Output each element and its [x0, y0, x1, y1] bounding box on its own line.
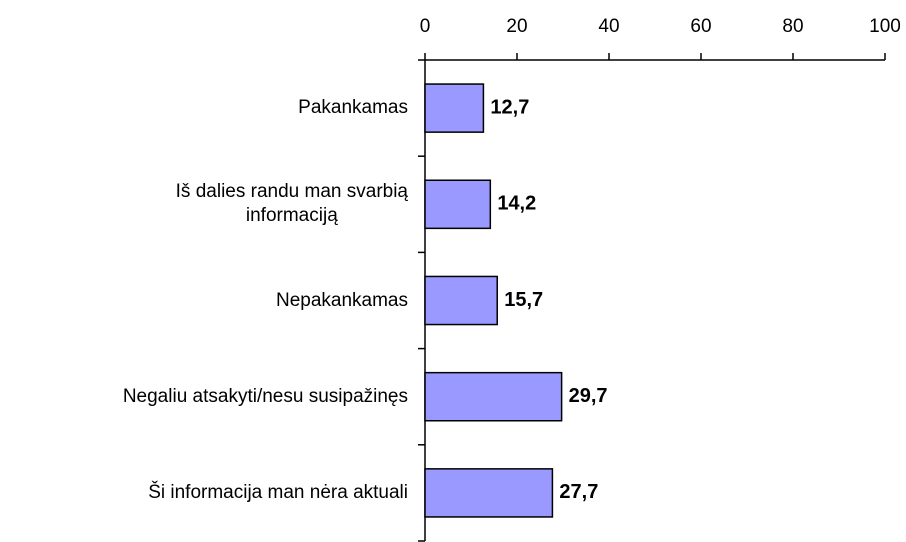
data-label: 27,7: [559, 481, 598, 503]
bar: [424, 83, 485, 133]
y-tick-label: Iš dalies randu man svarbią informaciją: [175, 181, 408, 227]
bar: [424, 179, 492, 230]
y-tick-label: Nepakankamas: [275, 289, 408, 311]
bar: [424, 371, 563, 422]
x-tick-label: 100: [869, 16, 901, 37]
data-label: 14,2: [497, 193, 536, 215]
x-tick-label: 60: [690, 16, 711, 37]
y-tick-label: Negaliu atsakyti/nesu susipažinęs: [122, 385, 408, 407]
x-tick-label: 0: [420, 16, 431, 37]
x-tick-label: 40: [598, 16, 619, 37]
y-tick-label: Ši informacija man nėra aktuali: [148, 481, 408, 503]
bar: [424, 275, 498, 326]
y-tick-label: Pakankamas: [298, 97, 408, 119]
x-tick-label: 20: [506, 16, 527, 37]
bar: [424, 468, 554, 518]
x-tick-label: 80: [782, 16, 803, 37]
data-label: 15,7: [504, 289, 543, 311]
data-label: 29,7: [569, 385, 608, 407]
data-label: 12,7: [490, 96, 529, 118]
